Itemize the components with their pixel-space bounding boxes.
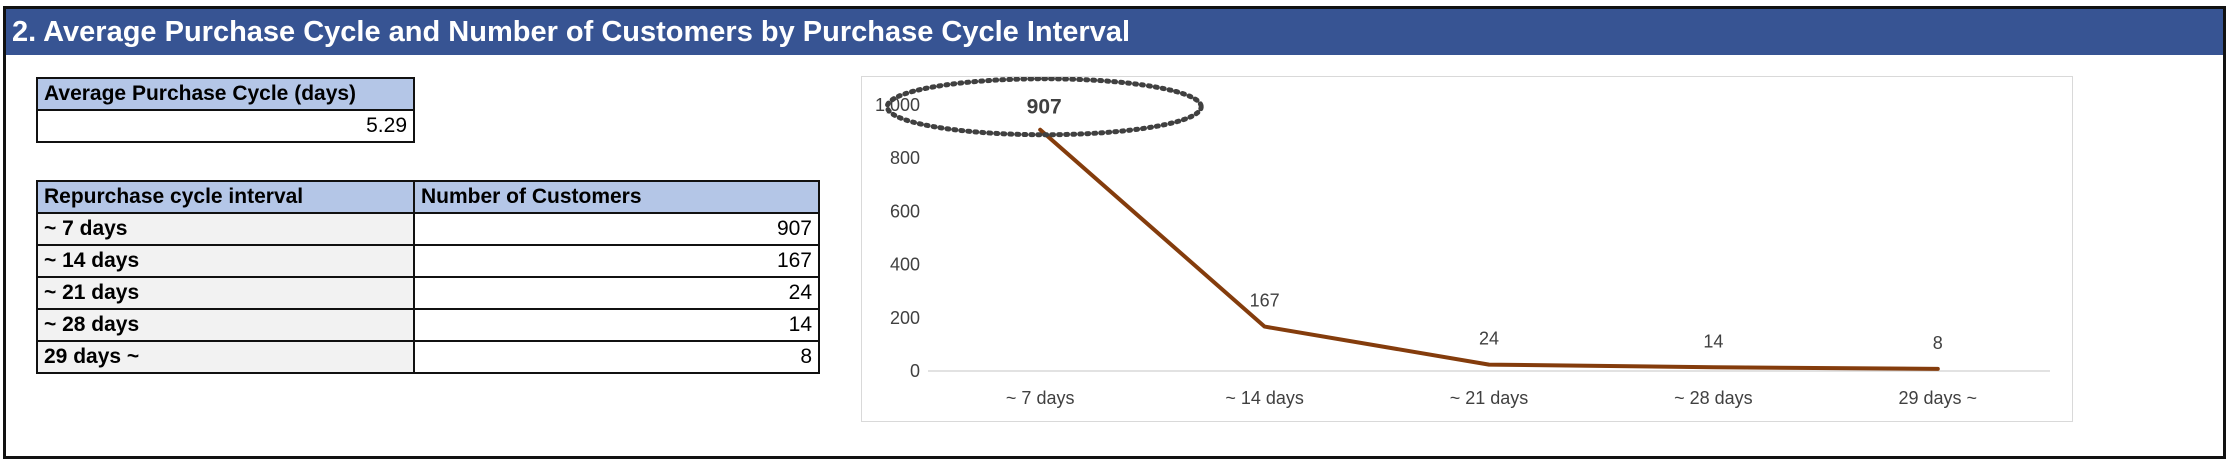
customer-count: 907 bbox=[413, 212, 820, 246]
x-tick-label: 29 days ~ bbox=[1899, 388, 1978, 408]
cycle-interval-table: Repurchase cycle interval Number of Cust… bbox=[36, 180, 820, 374]
avg-cycle-header: Average Purchase Cycle (days) bbox=[36, 77, 415, 111]
table-row: ~ 14 days 167 bbox=[36, 244, 820, 278]
interval-label: ~ 28 days bbox=[36, 308, 415, 342]
interval-label: ~ 7 days bbox=[36, 212, 415, 246]
customer-count: 167 bbox=[413, 244, 820, 278]
interval-label: 29 days ~ bbox=[36, 340, 415, 374]
interval-label: ~ 21 days bbox=[36, 276, 415, 310]
x-tick-label: ~ 21 days bbox=[1450, 388, 1529, 408]
avg-cycle-value: 5.29 bbox=[36, 109, 415, 143]
customer-count: 24 bbox=[413, 276, 820, 310]
data-label: 24 bbox=[1479, 329, 1499, 349]
data-label: 907 bbox=[1027, 96, 1062, 119]
section-title: 2. Average Purchase Cycle and Number of … bbox=[6, 9, 2223, 55]
y-tick-label: 200 bbox=[890, 308, 920, 328]
header-interval: Repurchase cycle interval bbox=[36, 180, 415, 214]
data-label: 167 bbox=[1250, 291, 1280, 311]
data-label: 8 bbox=[1933, 333, 1943, 353]
header-customers: Number of Customers bbox=[413, 180, 820, 214]
x-tick-label: ~ 14 days bbox=[1225, 388, 1304, 408]
highlight-ellipse bbox=[884, 76, 1204, 138]
y-tick-label: 400 bbox=[890, 255, 920, 275]
x-tick-label: ~ 7 days bbox=[1006, 388, 1075, 408]
data-label: 14 bbox=[1703, 331, 1723, 351]
customer-count: 8 bbox=[413, 340, 820, 374]
customer-count: 14 bbox=[413, 308, 820, 342]
report-section: 2. Average Purchase Cycle and Number of … bbox=[3, 6, 2226, 459]
series-line bbox=[1038, 127, 1940, 371]
line-chart: 0 200 400 600 800 1,000 ~ 7 days ~ 14 days ~ 21 … bbox=[861, 76, 2073, 422]
table-row: 29 days ~ 8 bbox=[36, 340, 820, 374]
table-row: ~ 7 days 907 bbox=[36, 212, 820, 246]
table-row: ~ 21 days 24 bbox=[36, 276, 820, 310]
average-purchase-cycle-table: Average Purchase Cycle (days) 5.29 bbox=[36, 77, 415, 143]
y-tick-label: 600 bbox=[890, 201, 920, 221]
y-tick-label: 800 bbox=[890, 148, 920, 168]
y-tick-label: 0 bbox=[910, 361, 920, 381]
interval-label: ~ 14 days bbox=[36, 244, 415, 278]
table-row: ~ 28 days 14 bbox=[36, 308, 820, 342]
x-tick-label: ~ 28 days bbox=[1674, 388, 1753, 408]
